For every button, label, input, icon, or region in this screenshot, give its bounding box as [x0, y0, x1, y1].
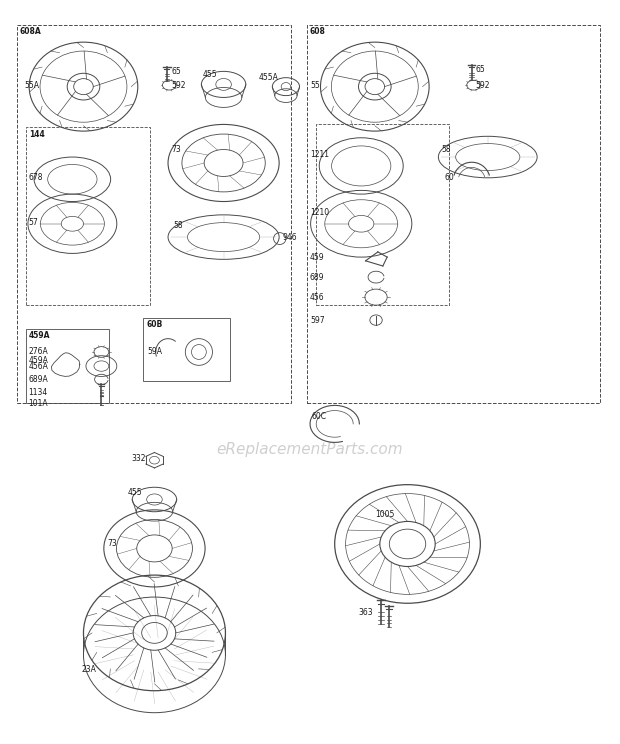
Text: 55: 55	[310, 80, 320, 89]
Text: 23A: 23A	[82, 665, 97, 675]
Text: 332: 332	[131, 455, 146, 464]
Text: 276A: 276A	[29, 347, 48, 356]
Text: 101A: 101A	[29, 399, 48, 408]
Text: 1005: 1005	[375, 510, 394, 519]
Text: 57: 57	[29, 218, 38, 227]
Text: 363: 363	[358, 609, 373, 618]
Text: 455: 455	[128, 487, 143, 496]
Bar	[17, 25, 291, 403]
Text: 592: 592	[171, 80, 185, 89]
Text: 608A: 608A	[20, 28, 42, 36]
Bar	[307, 25, 600, 403]
Text: 946: 946	[282, 233, 297, 242]
Bar	[26, 127, 149, 305]
Text: 459A: 459A	[29, 331, 51, 340]
Text: 1210: 1210	[310, 208, 329, 217]
Text: 459: 459	[310, 253, 325, 262]
Text: 456A: 456A	[29, 362, 48, 371]
Text: 60: 60	[445, 173, 454, 182]
Text: 65: 65	[171, 66, 181, 76]
Text: 60B: 60B	[146, 320, 162, 329]
Bar	[143, 318, 230, 381]
Text: 55A: 55A	[25, 80, 40, 89]
Text: 59A: 59A	[147, 347, 162, 356]
Text: 65: 65	[476, 65, 485, 74]
Bar	[316, 124, 449, 305]
Text: 58: 58	[441, 145, 451, 154]
Text: 678: 678	[29, 173, 43, 182]
Text: 459A: 459A	[29, 356, 48, 365]
Text: 60C: 60C	[312, 412, 327, 421]
Text: 455A: 455A	[258, 73, 278, 83]
Text: 1211: 1211	[310, 150, 329, 159]
Text: 597: 597	[310, 315, 325, 324]
Text: eReplacementParts.com: eReplacementParts.com	[216, 443, 404, 458]
Text: 1134: 1134	[29, 388, 48, 397]
Text: 456: 456	[310, 292, 325, 301]
Text: 144: 144	[29, 129, 45, 138]
Text: 73: 73	[107, 539, 117, 548]
Text: 58: 58	[173, 221, 183, 230]
Text: 689: 689	[310, 272, 324, 282]
Text: 689A: 689A	[29, 375, 48, 384]
Text: 608: 608	[310, 28, 326, 36]
Text: 455: 455	[203, 69, 217, 79]
Bar	[26, 329, 109, 403]
Text: 592: 592	[476, 80, 490, 89]
Text: 73: 73	[171, 145, 181, 154]
